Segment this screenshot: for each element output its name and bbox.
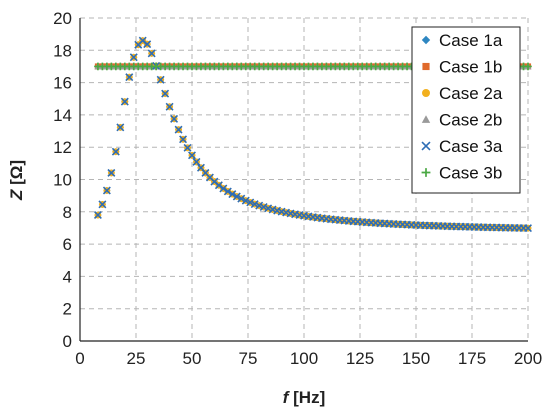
legend-box: [411, 26, 521, 194]
data-point: [98, 200, 107, 209]
data-point: [232, 192, 241, 201]
legend-label: Case 3a: [439, 137, 503, 156]
data-point: [116, 123, 125, 132]
x-tick-label: 200: [514, 349, 542, 368]
data-point: [125, 73, 134, 82]
data-point: [259, 203, 268, 212]
data-point: [93, 211, 102, 220]
data-point: [246, 198, 255, 207]
y-tick-label: 16: [53, 74, 72, 93]
data-point: [170, 114, 179, 123]
data-point: [192, 157, 201, 166]
x-tick-labels: 0 25 50 75 100 125 150 175 200: [75, 349, 542, 368]
data-point: [421, 35, 431, 45]
series-case-3a: [93, 36, 532, 233]
x-tick-label: 175: [458, 349, 486, 368]
legend-item: Case 3a: [421, 137, 503, 156]
data-point: [161, 89, 170, 98]
y-tick-label: 18: [53, 41, 72, 60]
data-point: [255, 201, 264, 210]
x-tick-label: 75: [239, 349, 258, 368]
data-point: [422, 62, 430, 71]
y-tick-labels: 0 2 4 6 8 10 12 14 16 18 20: [53, 9, 72, 351]
data-point: [219, 184, 228, 193]
data-point: [421, 141, 431, 151]
legend-item: Case 1a: [421, 31, 503, 50]
x-tick-label: 50: [183, 349, 202, 368]
data-point: [165, 102, 174, 111]
legend-item: Case 2b: [421, 111, 502, 130]
y-axis-title: Z [Ω]: [7, 160, 26, 201]
data-point: [179, 135, 188, 144]
y-tick-label: 0: [63, 332, 72, 351]
data-point: [250, 200, 259, 209]
data-point: [223, 187, 232, 196]
legend: Case 1a Case 1b Case 2a Case 2b Case 3a Case …: [411, 26, 521, 194]
data-point: [183, 143, 192, 152]
y-tick-label: 8: [63, 203, 72, 222]
data-point: [524, 62, 532, 71]
data-point: [421, 115, 431, 123]
x-tick-label: 25: [127, 349, 146, 368]
axes: [79, 18, 528, 342]
legend-label: Case 2a: [439, 84, 503, 103]
legend-label: Case 1a: [439, 31, 503, 50]
legend-item: Case 3b: [421, 164, 502, 183]
legend-item: Case 1b: [422, 58, 502, 77]
y-tick-label: 2: [63, 300, 72, 319]
legend-label: Case 2b: [439, 111, 502, 130]
data-point: [214, 181, 223, 190]
y-tick-label: 10: [53, 171, 72, 190]
legend-label: Case 1b: [439, 58, 502, 77]
x-tick-label: 150: [402, 349, 430, 368]
data-point: [120, 97, 129, 106]
x-tick-label: 125: [346, 349, 374, 368]
series-case-3b: [94, 62, 532, 71]
x-tick-label: 0: [75, 349, 84, 368]
data-point: [111, 147, 120, 156]
data-point: [147, 49, 156, 58]
y-tick-label: 6: [63, 235, 72, 254]
data-point: [107, 168, 116, 177]
y-tick-label: 14: [53, 106, 72, 125]
data-point: [421, 168, 431, 177]
x-axis-title: f [Hz]: [283, 388, 326, 407]
data-point: [237, 194, 246, 203]
legend-label: Case 3b: [439, 164, 502, 183]
y-tick-label: 20: [53, 9, 72, 28]
y-tick-label: 12: [53, 138, 72, 157]
data-point: [129, 53, 138, 62]
data-point: [143, 40, 152, 49]
data-point: [174, 125, 183, 134]
data-point: [422, 89, 430, 97]
legend-item: Case 2a: [422, 84, 503, 103]
data-point: [241, 196, 250, 205]
y-tick-label: 4: [63, 267, 72, 286]
data-point: [102, 186, 111, 195]
data-point: [228, 190, 237, 199]
data-point: [188, 151, 196, 160]
legend-items: Case 1a Case 1b Case 2a Case 2b Case 3a Case …: [421, 31, 503, 183]
data-point: [156, 75, 165, 84]
data-point: [524, 224, 532, 233]
x-tick-label: 100: [290, 349, 318, 368]
